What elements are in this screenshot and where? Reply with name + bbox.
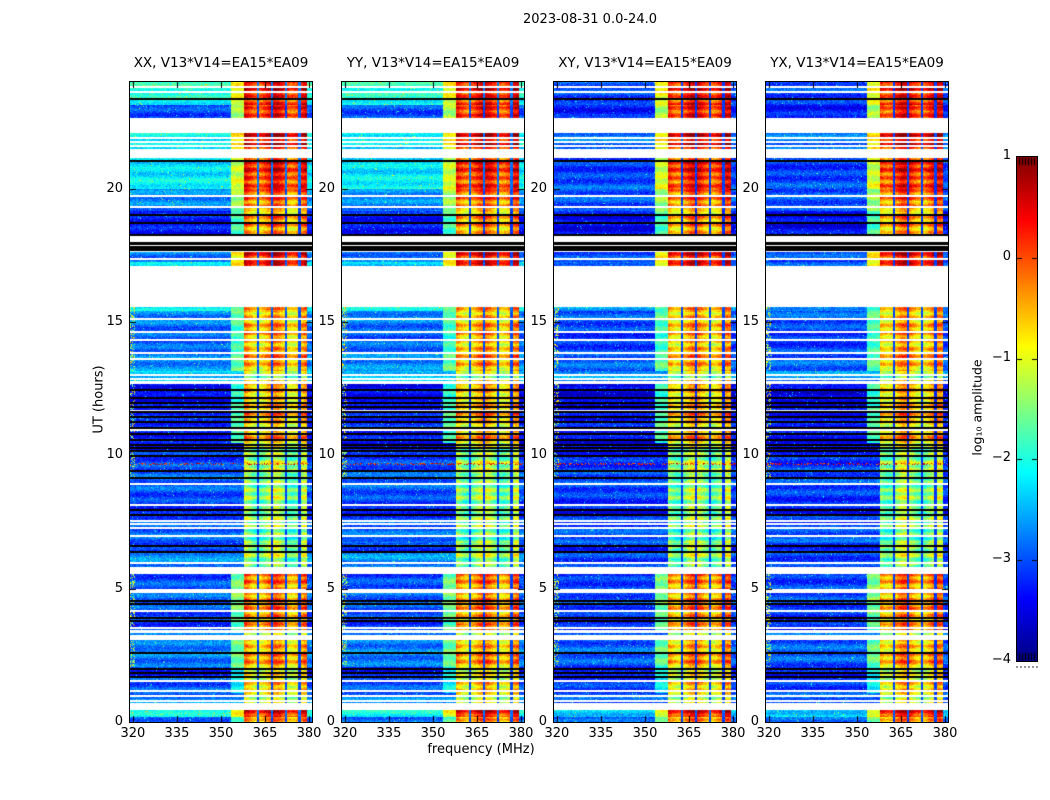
colorbar-tick-label: −4 [991,652,1011,667]
y-tick-label: 20 [106,180,123,196]
y-tick-label: 20 [530,180,547,196]
y-tick-label: 10 [106,447,123,463]
y-tick-label: 0 [538,714,547,729]
x-tick-label: 320 [544,726,570,741]
y-tick-label: 20 [742,180,759,196]
colorbar-label: log₁₀ amplitude [969,359,985,456]
spectrogram-panel-yy [341,81,525,723]
x-tick-label: 335 [588,726,614,741]
colorbar-tick-label: −2 [991,450,1011,465]
y-tick-label: 10 [742,447,759,463]
y-tick-label: 15 [530,314,547,329]
y-axis-label: UT (hours) [91,365,107,434]
y-tick-label: 5 [750,580,759,596]
x-tick-label: 320 [332,726,358,741]
x-tick-label: 350 [632,726,658,741]
y-tick-label: 15 [106,314,123,329]
x-tick-label: 335 [376,726,402,741]
x-tick-label: 350 [420,726,446,741]
y-tick-label: 10 [318,447,335,463]
y-tick-label: 0 [326,714,335,729]
colorbar-tick-label: 1 [1002,148,1011,163]
y-tick-label: 5 [326,580,335,596]
panel-title-xx: XX, V13*V14=EA15*EA09 [133,55,309,71]
x-tick-label: 380 [932,726,958,741]
colorbar-tick-label: −1 [991,350,1011,365]
x-tick-label: 350 [208,726,234,741]
x-tick-label: 335 [164,726,190,741]
y-tick-label: 20 [318,180,335,196]
y-tick-label: 15 [742,314,759,329]
y-tick-label: 0 [750,714,759,729]
x-tick-label: 380 [508,726,534,741]
x-tick-label: 365 [252,726,278,741]
figure-title: 2023-08-31 0.0-24.0 [523,12,657,27]
y-tick-label: 0 [114,714,123,729]
spectrogram-panel-xx [129,81,313,723]
y-tick-label: 5 [538,580,547,596]
x-tick-label: 335 [800,726,826,741]
colorbar-tick-label: 0 [1002,249,1011,264]
panel-title-yx: YX, V13*V14=EA15*EA09 [770,55,944,71]
spectrogram-panel-yx [765,81,949,723]
x-axis-label: frequency (MHz) [427,742,535,757]
y-tick-label: 5 [114,580,123,596]
x-tick-label: 380 [720,726,746,741]
colorbar-tick-label: −3 [991,551,1011,566]
spectrogram-panel-xy [553,81,737,723]
panel-title-xy: XY, V13*V14=EA15*EA09 [558,55,732,71]
y-tick-label: 10 [530,447,547,463]
x-tick-label: 320 [756,726,782,741]
x-tick-label: 365 [888,726,914,741]
y-tick-label: 15 [318,314,335,329]
colorbar [1016,156,1038,662]
x-tick-label: 320 [120,726,146,741]
x-tick-label: 365 [676,726,702,741]
x-tick-label: 380 [296,726,322,741]
x-tick-label: 365 [464,726,490,741]
x-tick-label: 350 [844,726,870,741]
panel-title-yy: YY, V13*V14=EA15*EA09 [346,55,520,71]
colorbar-dotted-line [1016,666,1038,668]
